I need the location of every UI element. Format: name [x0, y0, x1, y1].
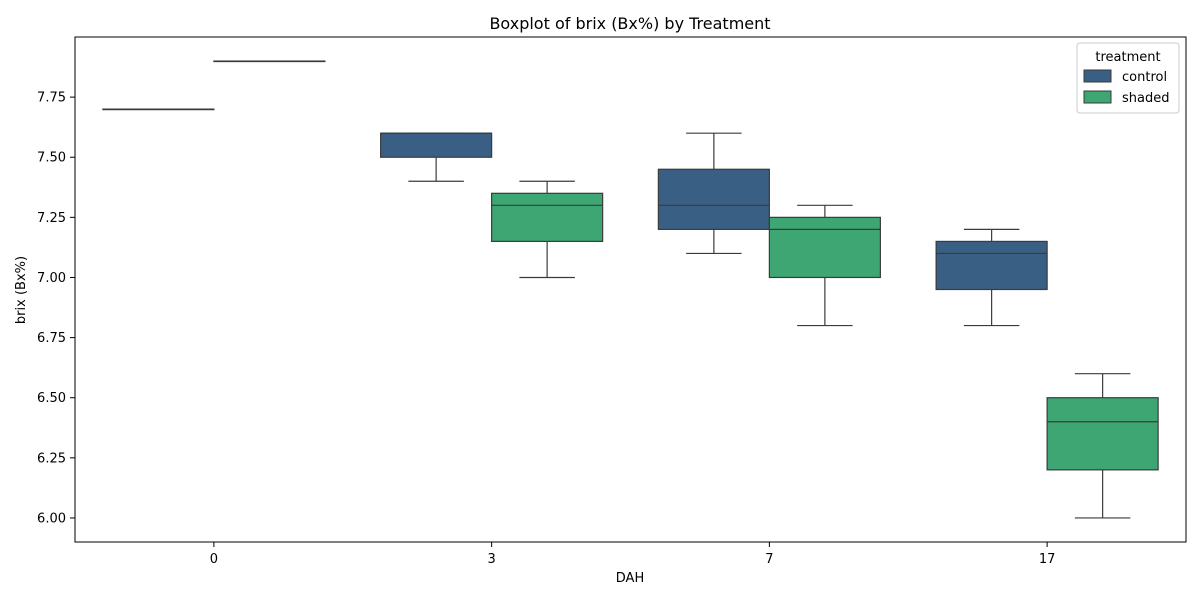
legend-label-control: control [1122, 70, 1167, 85]
box-body [380, 132, 493, 158]
box-control-7 [657, 132, 770, 255]
y-axis-label: brix (Bx%) [14, 256, 29, 324]
legend: treatment control shaded [1076, 42, 1180, 114]
x-axis-label: DAH [616, 571, 644, 586]
y-tick-label: 6.75 [37, 331, 66, 346]
legend-swatch-shaded [1083, 90, 1112, 104]
chart-title: Boxplot of brix (Bx%) by Treatment [489, 14, 770, 33]
x-tick-label: 7 [765, 552, 773, 567]
x-tick-label: 17 [1039, 552, 1056, 567]
y-tick-label: 6.50 [37, 391, 66, 406]
box-body [491, 192, 604, 243]
box-body [1046, 397, 1159, 471]
legend-label-shaded: shaded [1122, 91, 1169, 106]
box-control-0 [102, 108, 215, 111]
box-control-17 [935, 228, 1048, 327]
y-tick-label: 7.25 [37, 211, 66, 226]
box-shaded-3 [491, 180, 604, 279]
y-tick-label: 6.25 [37, 451, 66, 466]
box-series [102, 60, 1159, 519]
x-tick-label: 0 [210, 552, 218, 567]
y-axis: 6.00 6.25 6.50 6.75 7.00 7.25 7.50 7.75 [37, 91, 75, 526]
legend-title: treatment [1095, 50, 1160, 65]
y-tick-label: 6.00 [37, 511, 66, 526]
y-tick-label: 7.50 [37, 151, 66, 166]
box-body [657, 168, 770, 230]
box-body [768, 216, 881, 279]
box-shaded-0 [213, 60, 326, 63]
x-axis: 0 3 7 17 [210, 542, 1056, 567]
box-shaded-17 [1046, 373, 1159, 519]
box-control-3 [380, 132, 493, 182]
x-tick-label: 3 [487, 552, 495, 567]
plot-area-frame [74, 36, 1187, 543]
box-shaded-7 [768, 204, 881, 327]
legend-swatch-control [1083, 69, 1112, 83]
box-body [935, 240, 1048, 291]
y-tick-label: 7.00 [37, 271, 66, 286]
y-tick-label: 7.75 [37, 91, 66, 106]
